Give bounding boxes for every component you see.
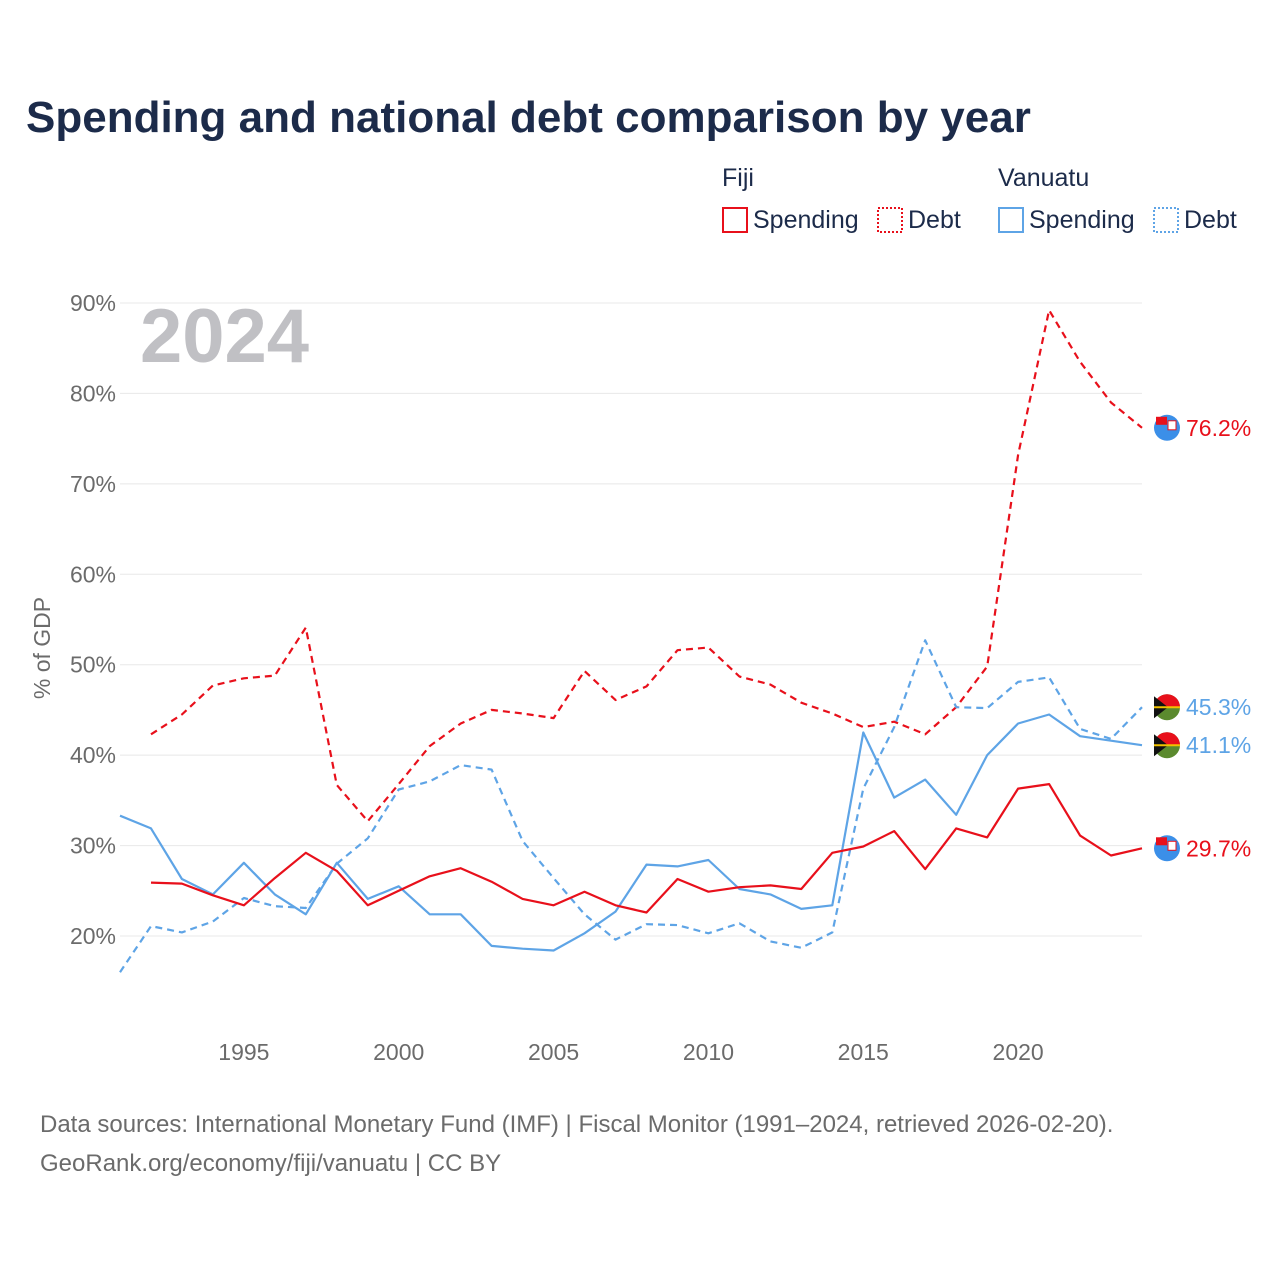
series-line-vanuatu-debt <box>119 639 1143 973</box>
legend-label-fiji-debt: Debt <box>908 206 961 234</box>
end-marker-fiji-spending <box>1154 835 1180 862</box>
legend-label-vanuatu-spending: Spending <box>1029 206 1135 234</box>
end-label-fiji-debt: 76.2% <box>1186 415 1251 441</box>
legend: Fiji Spending Debt Vanuatu Spending Debt <box>722 164 1237 234</box>
x-tick-label: 1995 <box>218 1039 269 1065</box>
legend-label-fiji-spending: Spending <box>753 206 859 234</box>
year-watermark: 2024 <box>140 294 309 379</box>
legend-swatch-vanuatu-debt <box>1153 207 1179 233</box>
y-tick-label: 70% <box>70 471 116 497</box>
y-axis-label: % of GDP <box>29 597 55 699</box>
source-line-1: Data sources: International Monetary Fun… <box>40 1111 1113 1138</box>
y-tick-label: 30% <box>70 833 116 859</box>
x-tick-label: 2020 <box>993 1039 1044 1065</box>
series-line-fiji-spending <box>150 782 1143 914</box>
series-line-fiji-debt <box>150 309 1143 823</box>
series-lines <box>119 309 1143 973</box>
fiji-flag-shield <box>1167 840 1177 851</box>
fiji-flag-canton <box>1156 837 1167 846</box>
end-label-fiji-spending: 29.7% <box>1186 835 1251 861</box>
y-tick-label: 80% <box>70 380 116 406</box>
end-markers: 76.2% 45.3% 41.1% 29.7% <box>1154 414 1251 862</box>
end-marker-vanuatu-spending <box>1154 732 1180 759</box>
legend-swatch-fiji-debt <box>877 207 903 233</box>
fiji-flag-canton <box>1156 416 1167 425</box>
source-line-2: GeoRank.org/economy/fiji/vanuatu | CC BY <box>40 1150 501 1177</box>
x-tick-label: 2000 <box>373 1039 424 1065</box>
end-marker-fiji-debt <box>1154 414 1180 441</box>
chart-title: Spending and national debt comparison by… <box>26 93 1031 142</box>
x-axis-ticks: 1995 2000 2005 2010 2015 2020 <box>218 1039 1043 1065</box>
series-line-vanuatu-spending <box>119 713 1143 952</box>
y-tick-label: 40% <box>70 742 116 768</box>
y-axis-ticks: 20% 30% 40% 50% 60% 70% 80% 90% <box>70 290 116 949</box>
legend-group-vanuatu: Vanuatu <box>998 164 1089 192</box>
y-tick-label: 20% <box>70 923 116 949</box>
end-label-vanuatu-debt: 45.3% <box>1186 694 1251 720</box>
end-label-vanuatu-spending: 41.1% <box>1186 732 1251 758</box>
legend-group-fiji: Fiji <box>722 164 754 192</box>
legend-swatch-fiji-spending <box>722 207 748 233</box>
gridlines <box>120 302 1142 937</box>
x-tick-label: 2005 <box>528 1039 579 1065</box>
legend-label-vanuatu-debt: Debt <box>1184 206 1237 234</box>
legend-swatch-vanuatu-spending <box>998 207 1024 233</box>
y-tick-label: 60% <box>70 561 116 587</box>
y-tick-label: 50% <box>70 652 116 678</box>
x-tick-label: 2015 <box>838 1039 889 1065</box>
end-marker-vanuatu-debt <box>1154 694 1180 721</box>
y-tick-label: 90% <box>70 290 116 316</box>
fiji-flag-shield <box>1167 420 1177 431</box>
x-tick-label: 2010 <box>683 1039 734 1065</box>
